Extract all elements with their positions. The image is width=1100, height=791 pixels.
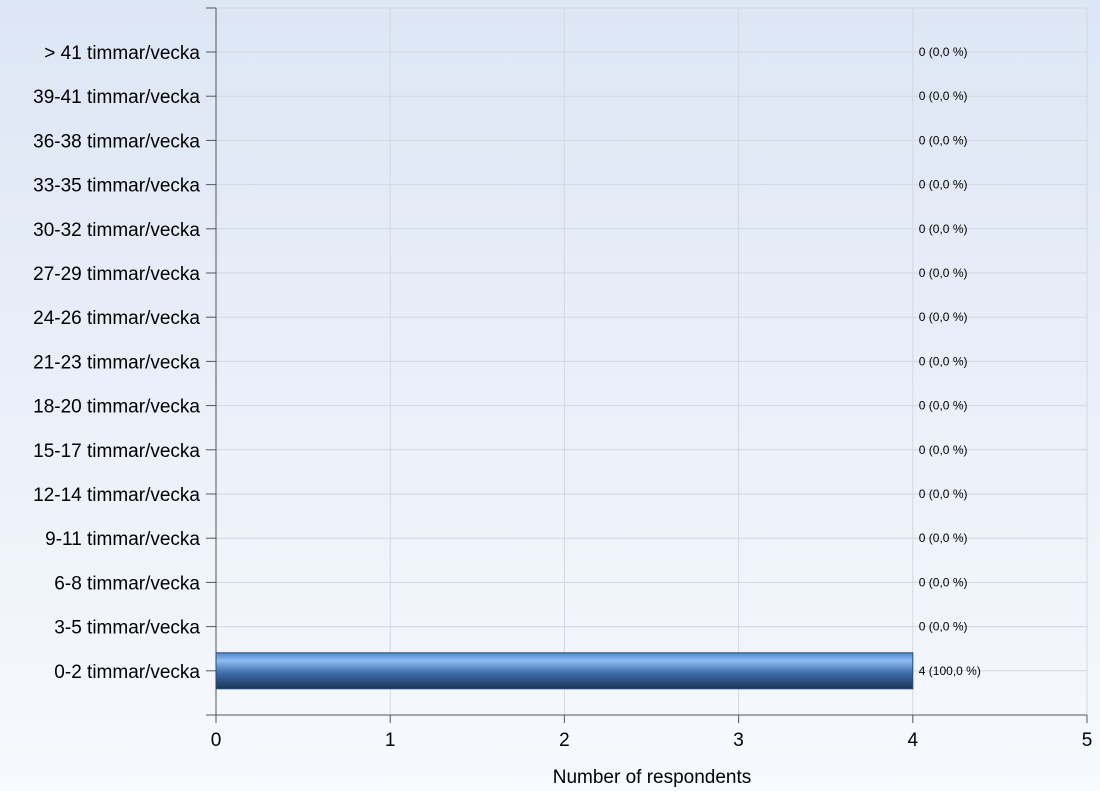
data-label: 4 (100,0 %): [919, 664, 981, 678]
category-label: 33-35 timmar/vecka: [33, 176, 200, 197]
data-label: 0 (0,0 %): [919, 178, 968, 192]
category-label: 6-8 timmar/vecka: [54, 573, 200, 594]
x-tick-label: 0: [211, 730, 222, 751]
data-label: 0 (0,0 %): [919, 620, 968, 634]
data-label: 0 (0,0 %): [919, 133, 968, 147]
category-label: 3-5 timmar/vecka: [54, 618, 200, 639]
category-label: 36-38 timmar/vecka: [33, 131, 200, 152]
data-label: 0 (0,0 %): [919, 45, 968, 59]
category-label: 21-23 timmar/vecka: [33, 352, 200, 373]
x-tick-label: 3: [733, 730, 744, 751]
category-label: 9-11 timmar/vecka: [45, 529, 200, 550]
data-label: 0 (0,0 %): [919, 443, 968, 457]
category-label: > 41 timmar/vecka: [44, 43, 200, 64]
category-label: 12-14 timmar/vecka: [33, 485, 200, 506]
data-label: 0 (0,0 %): [919, 487, 968, 501]
category-label: 18-20 timmar/vecka: [33, 397, 200, 418]
category-label: 39-41 timmar/vecka: [33, 87, 200, 108]
axes: [206, 7, 1088, 723]
data-label: 0 (0,0 %): [919, 222, 968, 236]
x-tick-label: 2: [559, 730, 570, 751]
data-label: 0 (0,0 %): [919, 575, 968, 589]
grid-lines: [216, 7, 1088, 715]
x-axis-title: Number of respondents: [553, 767, 752, 788]
labels: 0 1 2 3 4 5 > 41 timmar/vecka 0 (0,0 %) 39-41 ti…: [33, 43, 1092, 751]
category-label: 24-26 timmar/vecka: [33, 308, 200, 329]
x-tick-label: 1: [385, 730, 396, 751]
x-tick-label: 5: [1082, 730, 1093, 751]
data-label: 0 (0,0 %): [919, 89, 968, 103]
category-label: 15-17 timmar/vecka: [33, 441, 200, 462]
bars: [215, 652, 914, 690]
data-label: 0 (0,0 %): [919, 399, 968, 413]
category-label: 30-32 timmar/vecka: [33, 220, 200, 241]
data-label: 0 (0,0 %): [919, 354, 968, 368]
bar: [215, 652, 914, 690]
data-label: 0 (0,0 %): [919, 266, 968, 280]
category-label: 0-2 timmar/vecka: [54, 662, 200, 683]
x-tick-label: 4: [908, 730, 919, 751]
data-label: 0 (0,0 %): [919, 310, 968, 324]
category-label: 27-29 timmar/vecka: [33, 264, 200, 285]
data-label: 0 (0,0 %): [919, 531, 968, 545]
